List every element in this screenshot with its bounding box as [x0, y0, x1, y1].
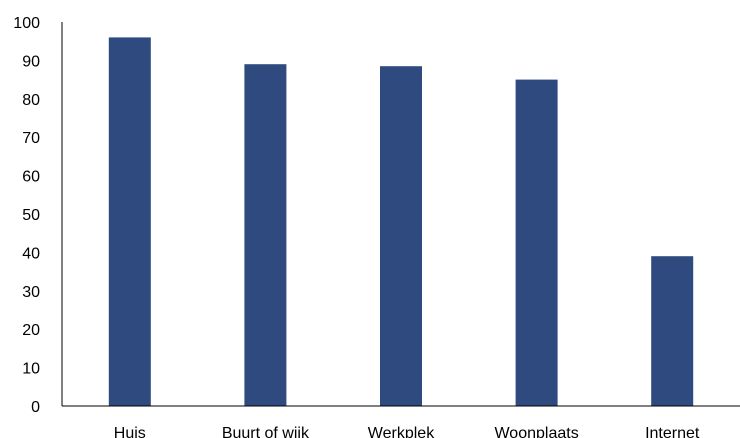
bar-internet — [651, 256, 694, 406]
x-tick-label-buurt-of-wijk: Buurt of wijk — [222, 425, 310, 438]
bar-buurt-of-wijk — [244, 64, 287, 406]
y-tick-label-40: 40 — [22, 245, 40, 262]
bars-layer — [108, 37, 694, 407]
y-tick-label-80: 80 — [22, 92, 40, 109]
bar-woonplaats — [515, 79, 558, 406]
y-tick-label-100: 100 — [13, 15, 40, 32]
y-tick-label-10: 10 — [22, 361, 40, 378]
y-tick-label-50: 50 — [22, 207, 40, 224]
x-tick-label-internet: Internet — [645, 425, 700, 438]
x-tick-labels: Huis Buurt of wijk Werkplek Woonplaats Inter… — [114, 425, 700, 438]
x-tick-label-huis: Huis — [114, 425, 146, 438]
y-tick-label-0: 0 — [31, 399, 40, 416]
x-tick-label-werkplek: Werkplek — [368, 425, 435, 438]
y-tick-label-30: 30 — [22, 284, 40, 301]
y-tick-label-70: 70 — [22, 130, 40, 147]
y-tick-labels: 0 10 20 30 40 50 60 70 80 90 100 — [13, 15, 40, 416]
y-tick-label-60: 60 — [22, 169, 40, 186]
bar-huis — [108, 37, 151, 407]
y-tick-label-20: 20 — [22, 322, 40, 339]
x-tick-label-woonplaats: Woonplaats — [494, 425, 578, 438]
bar-werkplek — [380, 66, 422, 406]
y-tick-label-90: 90 — [22, 53, 40, 70]
